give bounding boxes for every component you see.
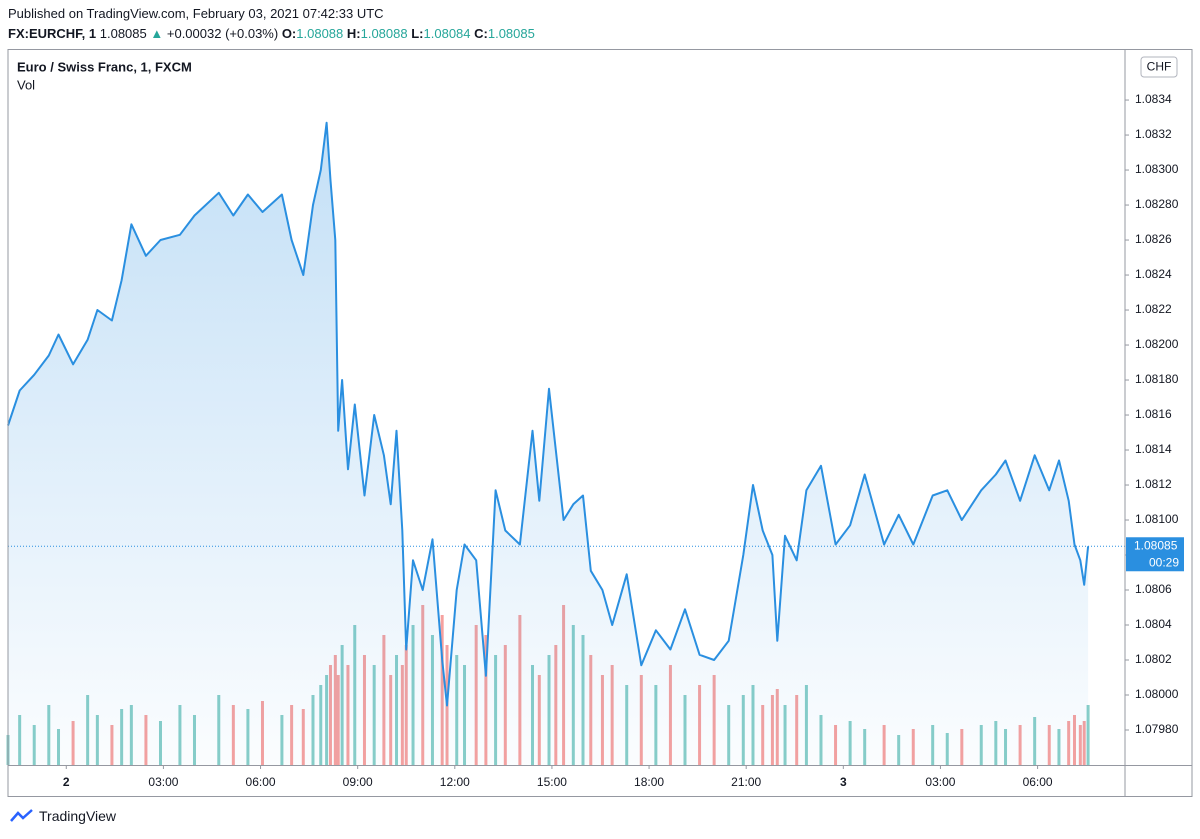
frame xyxy=(7,49,1193,797)
y-tick-label: 1.08200 xyxy=(1135,337,1179,351)
x-tick-label: 03:00 xyxy=(148,775,178,789)
y-tick-label: 1.0826 xyxy=(1135,232,1172,246)
change: +0.00032 (+0.03%) xyxy=(166,26,279,41)
close: 1.08085 xyxy=(487,26,535,41)
y-tick-label: 1.08100 xyxy=(1135,512,1179,526)
countdown: 00:29 xyxy=(1149,555,1179,569)
last: 1.08085 xyxy=(99,26,147,41)
axes: 1.079801.080001.08021.08041.08061.080801… xyxy=(63,92,1184,789)
x-tick-label: 03:00 xyxy=(925,775,955,789)
open: 1.08088 xyxy=(296,26,344,41)
y-tick-label: 1.0822 xyxy=(1135,302,1172,316)
x-tick-label: 09:00 xyxy=(343,775,373,789)
x-tick-label: 18:00 xyxy=(634,775,664,789)
x-tick-label: 2 xyxy=(63,775,70,789)
area-fill xyxy=(8,122,1089,766)
brand: TradingView xyxy=(39,808,117,824)
label: O: xyxy=(281,26,297,41)
currency-box xyxy=(1140,56,1178,78)
x-tick-label: 06:00 xyxy=(246,775,276,789)
x-tick-label: 21:00 xyxy=(731,775,761,789)
last-price-box xyxy=(1126,537,1184,572)
y-tick-label: 1.08280 xyxy=(1135,197,1179,211)
footer: TradingView xyxy=(10,808,116,824)
y-tick-label: 1.0834 xyxy=(1135,92,1172,106)
label: H: xyxy=(346,26,361,41)
ohlc-line: FX:EURCHF, 1 1.08085 ▲ +0.00032 (+0.03%)… xyxy=(8,26,535,41)
y-tick-label: 1.0806 xyxy=(1135,582,1172,596)
y-tick-label: 1.0804 xyxy=(1135,617,1172,631)
published-line: Published on TradingView.com, February 0… xyxy=(8,6,384,21)
y-tick-label: 1.08180 xyxy=(1135,372,1179,386)
y-tick-label: 1.07980 xyxy=(1135,722,1179,736)
y-tick-label: 1.0814 xyxy=(1135,442,1172,456)
y-tick-label: 1.08300 xyxy=(1135,162,1179,176)
y-tick-label: 1.0832 xyxy=(1135,127,1172,141)
high: 1.08088 xyxy=(360,26,408,41)
x-tick-label: 12:00 xyxy=(440,775,470,789)
label: C: xyxy=(474,26,488,41)
y-tick-label: 1.0824 xyxy=(1135,267,1172,281)
y-tick-label: 1.0802 xyxy=(1135,652,1172,666)
y-tick-label: 1.0812 xyxy=(1135,477,1172,491)
x-tick-label: 06:00 xyxy=(1023,775,1053,789)
logo xyxy=(10,809,33,822)
currency: CHF xyxy=(1147,60,1172,74)
plot xyxy=(7,121,1125,766)
price-line xyxy=(7,121,1090,707)
arrow: ▲ xyxy=(150,26,164,41)
y-tick-label: 1.0816 xyxy=(1135,407,1172,421)
volume-title: Vol xyxy=(17,77,35,92)
y-tick-label: 1.08000 xyxy=(1135,687,1179,701)
x-tick-label: 3 xyxy=(840,775,847,789)
series-title: Euro / Swiss Franc, 1, FXCM xyxy=(17,59,192,74)
published: Published on TradingView.com, February 0… xyxy=(8,6,384,21)
symbol: FX:EURCHF, 1 xyxy=(8,26,97,41)
last-price: 1.08085 xyxy=(1134,538,1178,552)
x-tick-label: 15:00 xyxy=(537,775,567,789)
label: L: xyxy=(411,26,424,41)
low: 1.08084 xyxy=(423,26,471,41)
